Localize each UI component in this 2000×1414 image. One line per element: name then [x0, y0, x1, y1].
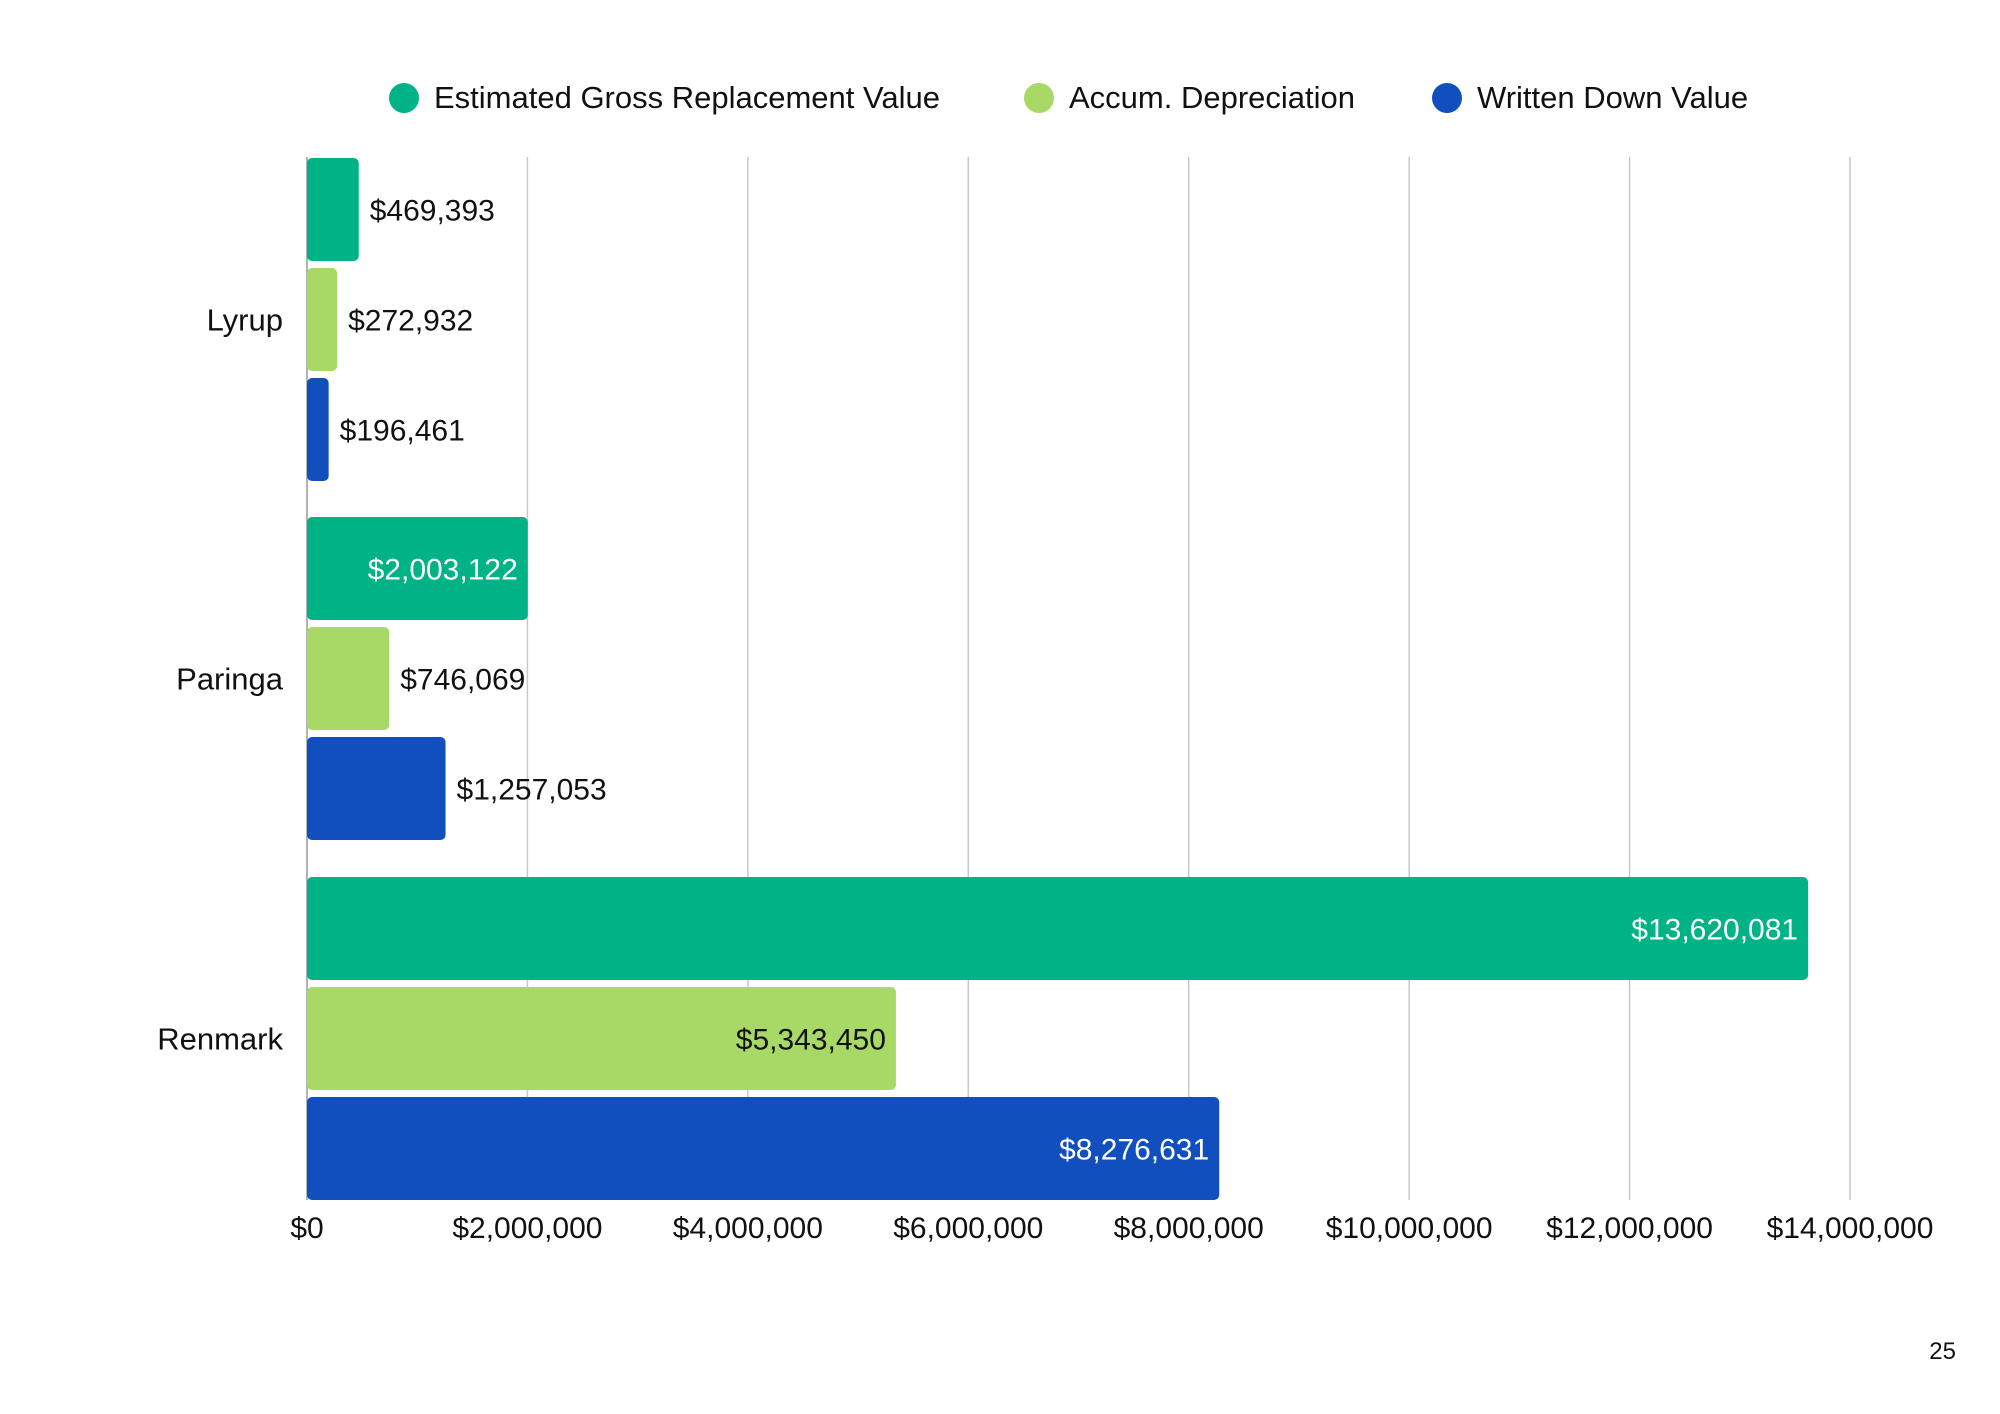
value-label: $2,003,122 [368, 554, 518, 587]
legend-label: Estimated Gross Replacement Value [434, 80, 940, 115]
bar-renmark-depreciation [307, 987, 896, 1090]
x-tick-label: $0 [290, 1212, 323, 1245]
chart-legend: Estimated Gross Replacement Value Accum. … [389, 80, 1748, 115]
chart-category-labels: Lyrup Paringa Renmark [157, 303, 284, 1057]
bar-paringa-written-down [307, 737, 446, 840]
legend-label: Accum. Depreciation [1069, 80, 1355, 115]
value-label: $196,461 [340, 415, 465, 448]
value-label: $746,069 [400, 664, 525, 697]
legend-label: Written Down Value [1477, 80, 1748, 115]
x-tick-label: $6,000,000 [893, 1212, 1043, 1245]
category-label: Renmark [157, 1022, 283, 1057]
chart-bars [307, 158, 1809, 1200]
category-label: Paringa [176, 662, 284, 697]
bar-renmark-gross [307, 877, 1809, 980]
category-label: Lyrup [207, 303, 283, 338]
bar-paringa-depreciation [307, 627, 390, 730]
value-label: $13,620,081 [1631, 914, 1798, 947]
x-tick-label: $2,000,000 [452, 1212, 602, 1245]
bar-lyrup-gross [307, 158, 359, 261]
x-tick-label: $12,000,000 [1546, 1212, 1713, 1245]
bar-paringa-gross [307, 517, 528, 620]
chart-x-axis-tick-labels: $0 $2,000,000 $4,000,000 $6,000,000 $8,000,0… [290, 1212, 1933, 1245]
legend-swatch-icon [389, 83, 419, 113]
value-label: $8,276,631 [1059, 1134, 1209, 1167]
value-label: $469,393 [370, 195, 495, 228]
bar-lyrup-depreciation [307, 268, 338, 371]
x-tick-label: $10,000,000 [1326, 1212, 1493, 1245]
legend-item: Written Down Value [1432, 80, 1748, 115]
x-tick-label: $4,000,000 [673, 1212, 823, 1245]
x-tick-label: $8,000,000 [1114, 1212, 1264, 1245]
bar-renmark-written-down [307, 1097, 1220, 1200]
legend-item: Estimated Gross Replacement Value [389, 80, 940, 115]
value-label: $5,343,450 [736, 1024, 886, 1057]
value-label: $272,932 [348, 305, 473, 338]
value-label: $1,257,053 [457, 774, 607, 807]
x-tick-label: $14,000,000 [1767, 1212, 1934, 1245]
legend-swatch-icon [1432, 83, 1462, 113]
chart-value-labels: $469,393 $272,932 $196,461 $2,003,122 $746,0… [340, 195, 1798, 1167]
legend-item: Accum. Depreciation [1024, 80, 1355, 115]
chart-gridlines [306, 157, 1851, 1200]
page-number: 25 [1929, 1338, 1956, 1365]
bar-lyrup-written-down [307, 378, 329, 481]
legend-swatch-icon [1024, 83, 1054, 113]
